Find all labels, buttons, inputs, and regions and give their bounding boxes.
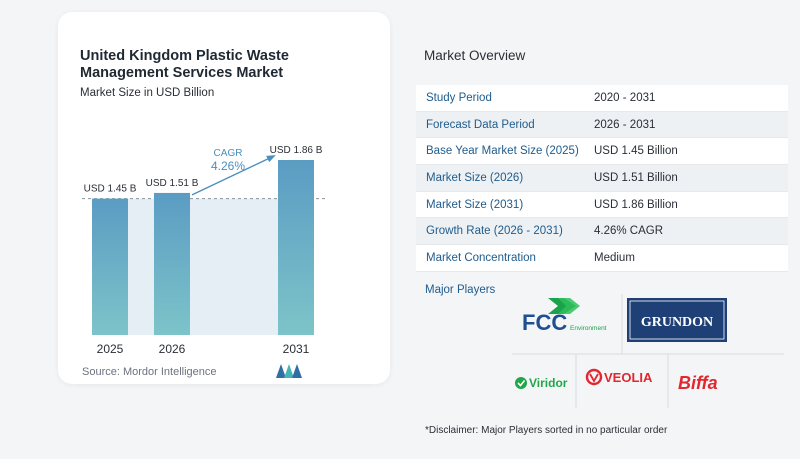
bar-2031 (278, 160, 314, 335)
chart-card: USD 1.45 B 2025 USD 1.51 B 2026 USD 1.86 B 20… (58, 12, 390, 384)
market-overview-title: Market Overview (424, 48, 526, 63)
overview-row-forecast-period: Forecast Data Period 2026 - 2031 (416, 111, 788, 139)
source-note: Source: Mordor Intelligence (82, 366, 217, 378)
x-tick-2031: 2031 (283, 342, 310, 356)
shade-panel-0 (128, 198, 154, 335)
data-label-2026: USD 1.51 B (146, 178, 199, 189)
chart-title: United Kingdom Plastic Waste Management … (80, 48, 289, 81)
row-label: Forecast Data Period (426, 118, 535, 131)
mordor-logo-icon (276, 364, 302, 378)
cagr-arrow (191, 155, 275, 196)
bar-2026 (154, 192, 190, 335)
major-players-logos: FCC Environment GRUNDON Viridor VEOLIA B… (512, 294, 784, 408)
data-label-2031: USD 1.86 B (270, 145, 323, 156)
row-label: Market Concentration (426, 251, 536, 264)
biffa-logo-icon: Biffa (678, 373, 718, 393)
overview-row-growth-rate: Growth Rate (2026 - 2031) 4.26% CAGR (416, 218, 788, 246)
row-value: 2026 - 2031 (594, 118, 656, 131)
shade-panel-1 (190, 198, 278, 335)
grundon-logo-text: GRUNDON (641, 315, 713, 330)
overview-row-size-2026: Market Size (2026) USD 1.51 Billion (416, 165, 788, 192)
row-value: USD 1.86 Billion (594, 198, 678, 211)
chart-subtitle: Market Size in USD Billion (80, 87, 215, 99)
overview-table: Study Period 2020 - 2031 Forecast Data P… (416, 85, 788, 272)
row-value: Medium (594, 251, 635, 264)
cagr-label: CAGR (214, 148, 243, 159)
fcc-logo-subtext: Environment (570, 325, 607, 332)
overview-row-size-2031: Market Size (2031) USD 1.86 Billion (416, 191, 788, 219)
bar-chart: USD 1.45 B 2025 USD 1.51 B 2026 USD 1.86 B 20… (82, 145, 326, 356)
fcc-logo-text: FCC (522, 310, 567, 335)
x-tick-2025: 2025 (97, 342, 124, 356)
bar-2025 (92, 198, 128, 335)
grundon-logo-icon: GRUNDON (627, 298, 727, 342)
veolia-logo-text: VEOLIA (604, 370, 653, 385)
row-value: 2020 - 2031 (594, 91, 656, 104)
row-value: USD 1.51 Billion (594, 171, 678, 184)
overview-row-base-year: Base Year Market Size (2025) USD 1.45 Bi… (416, 138, 788, 166)
cagr-arrowhead (266, 155, 276, 163)
viridor-logo-icon: Viridor (515, 376, 568, 390)
row-label: Growth Rate (2026 - 2031) (426, 225, 563, 238)
disclaimer: *Disclaimer: Major Players sorted in no … (425, 425, 668, 436)
viridor-logo-text: Viridor (529, 376, 568, 390)
overview-row-concentration: Market Concentration Medium (416, 245, 788, 272)
row-value: 4.26% CAGR (594, 225, 664, 238)
biffa-logo-text: Biffa (678, 373, 718, 393)
row-label: Study Period (426, 91, 492, 104)
row-label: Market Size (2031) (426, 198, 524, 211)
major-players-title: Major Players (425, 284, 496, 296)
row-label: Market Size (2026) (426, 171, 524, 184)
x-tick-2026: 2026 (159, 342, 186, 356)
veolia-logo-icon: VEOLIA (585, 368, 653, 386)
row-value: USD 1.45 Billion (594, 145, 678, 158)
overview-row-study-period: Study Period 2020 - 2031 (416, 85, 788, 112)
fcc-environment-logo-icon: FCC Environment (522, 298, 607, 335)
data-label-2025: USD 1.45 B (84, 184, 137, 195)
cagr-value: 4.26% (211, 159, 245, 173)
row-label: Base Year Market Size (2025) (426, 145, 579, 158)
